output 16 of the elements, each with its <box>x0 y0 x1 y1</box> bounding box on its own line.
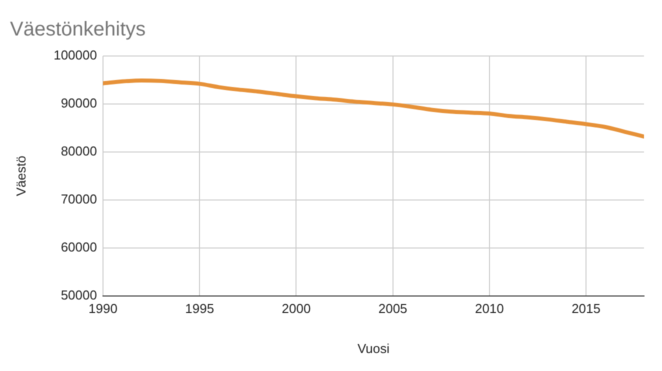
y-tick-label: 60000 <box>60 239 97 254</box>
x-tick-label: 2015 <box>572 301 600 316</box>
x-tick-label: 2000 <box>282 301 311 316</box>
x-tick-label: 1990 <box>88 301 118 316</box>
y-tick-label: 90000 <box>60 96 97 111</box>
y-tick-label: 100000 <box>54 48 97 63</box>
x-axis-title: Vuosi <box>357 340 390 356</box>
line-series <box>102 78 644 139</box>
x-tick-label: 1995 <box>185 301 214 316</box>
x-tick-label: 2005 <box>378 301 408 316</box>
y-tick-label: 50000 <box>60 287 97 302</box>
x-tick-label: 2010 <box>474 301 504 316</box>
y-tick-label: 70000 <box>60 191 97 206</box>
y-axis-title: Väestö <box>13 156 28 196</box>
chart-title: Väestönkehitys <box>10 18 146 41</box>
y-tick-label: 80000 <box>60 144 97 158</box>
